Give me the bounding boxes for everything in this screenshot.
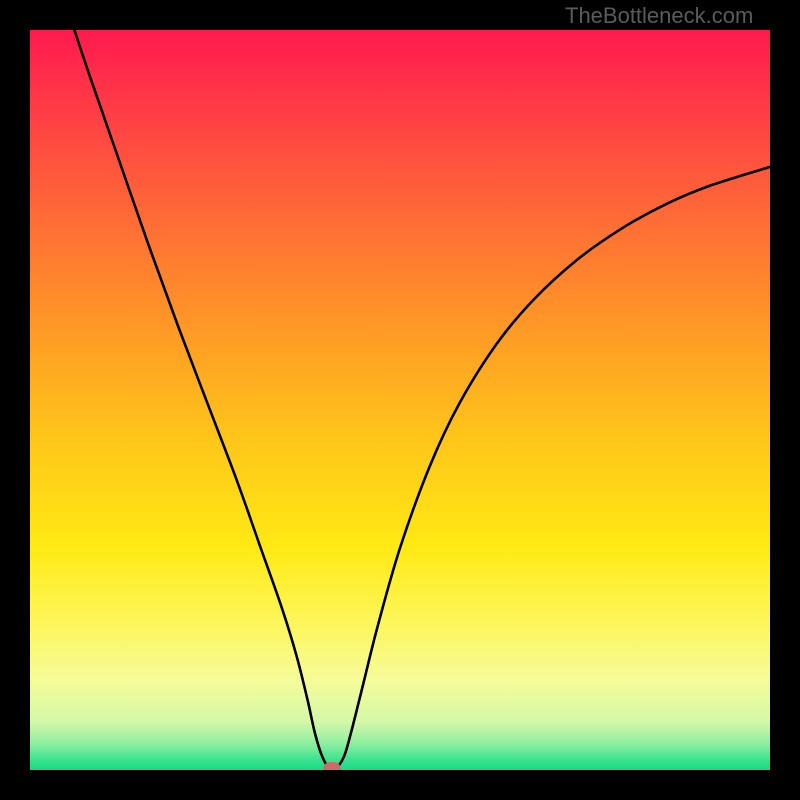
optimum-marker xyxy=(323,762,340,770)
plot-frame xyxy=(30,30,770,770)
curve-layer xyxy=(30,30,770,770)
bottleneck-curve xyxy=(74,30,770,769)
plot-area xyxy=(30,30,770,770)
source-watermark: TheBottleneck.com xyxy=(565,3,753,29)
chart-root: { "source_watermark": { "text": "TheBott… xyxy=(0,0,800,800)
